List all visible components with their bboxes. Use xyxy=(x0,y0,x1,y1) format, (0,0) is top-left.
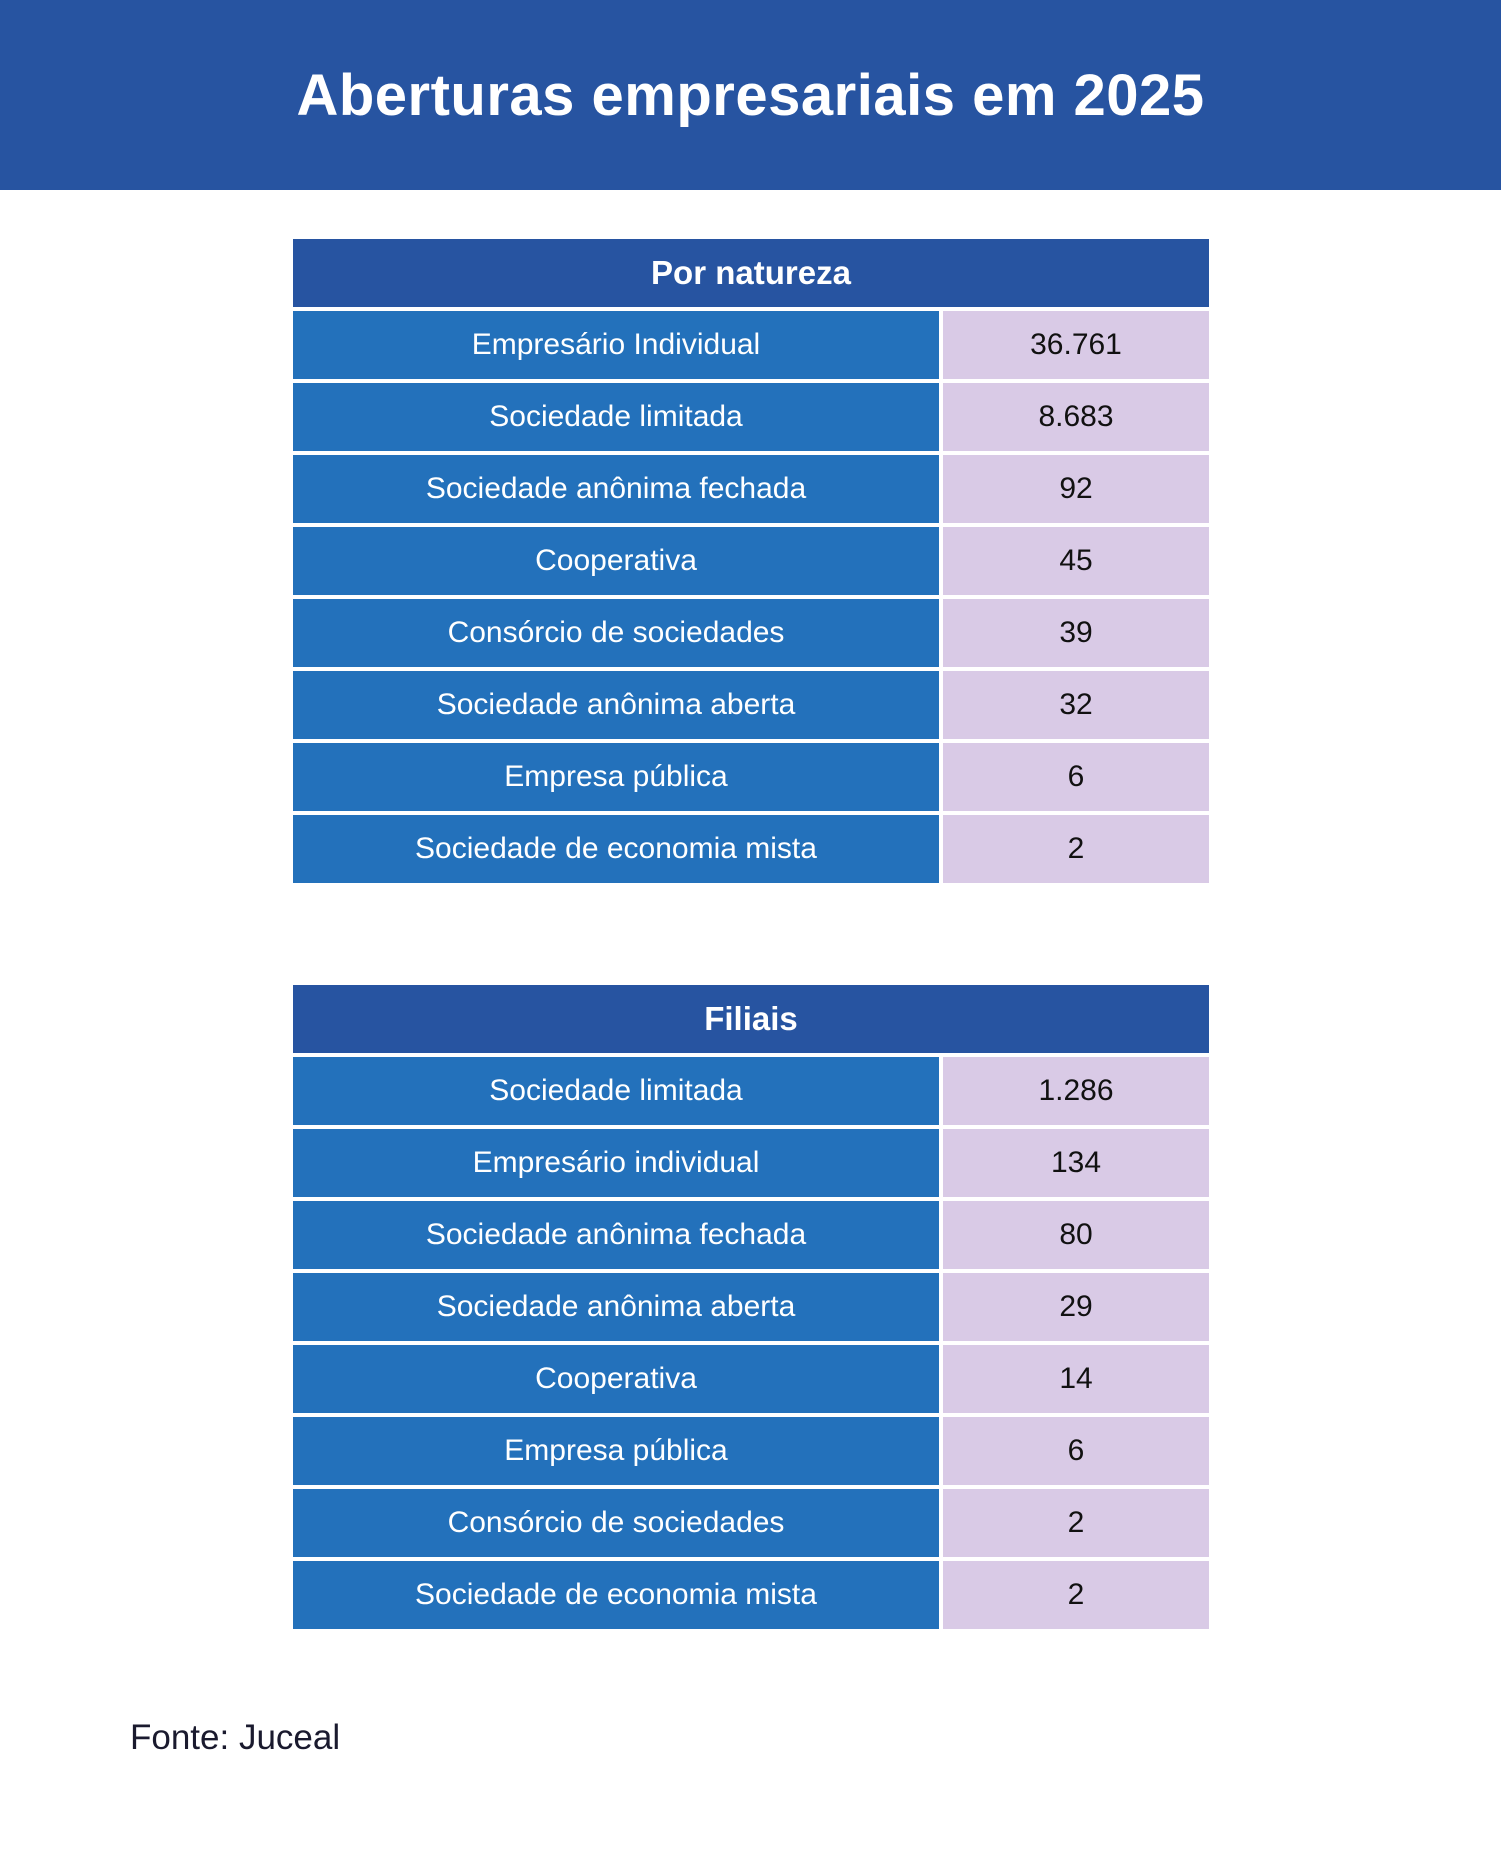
table-row: Sociedade de economia mista 2 xyxy=(293,1561,1209,1629)
table-header: Por natureza xyxy=(293,239,1209,307)
row-value: 32 xyxy=(943,671,1209,739)
row-label: Sociedade anônima aberta xyxy=(293,671,939,739)
row-value: 80 xyxy=(943,1201,1209,1269)
row-value: 14 xyxy=(943,1345,1209,1413)
row-value: 1.286 xyxy=(943,1057,1209,1125)
row-value: 6 xyxy=(943,743,1209,811)
row-value: 6 xyxy=(943,1417,1209,1485)
row-label: Sociedade anônima fechada xyxy=(293,455,939,523)
table-row: Empresa pública 6 xyxy=(293,1417,1209,1485)
table-row: Sociedade anônima aberta 32 xyxy=(293,671,1209,739)
row-value: 2 xyxy=(943,1489,1209,1557)
table-body: Empresário Individual 36.761 Sociedade lim… xyxy=(293,311,1209,883)
row-value: 92 xyxy=(943,455,1209,523)
table-filiais: Filiais Sociedade limitada 1.286 Empresári… xyxy=(293,985,1209,1629)
table-row: Sociedade de economia mista 2 xyxy=(293,815,1209,883)
row-value: 8.683 xyxy=(943,383,1209,451)
table-row: Sociedade limitada 1.286 xyxy=(293,1057,1209,1125)
row-label: Sociedade limitada xyxy=(293,383,939,451)
page-title: Aberturas empresariais em 2025 xyxy=(296,62,1205,128)
row-value: 45 xyxy=(943,527,1209,595)
row-label: Cooperativa xyxy=(293,1345,939,1413)
row-label: Sociedade limitada xyxy=(293,1057,939,1125)
row-value: 134 xyxy=(943,1129,1209,1197)
row-label: Empresa pública xyxy=(293,1417,939,1485)
row-value: 29 xyxy=(943,1273,1209,1341)
table-row: Consórcio de sociedades 2 xyxy=(293,1489,1209,1557)
table-body: Sociedade limitada 1.286 Empresário indivi… xyxy=(293,1057,1209,1629)
table-por-natureza: Por natureza Empresário Individual 36.761… xyxy=(293,239,1209,883)
table-row: Cooperativa 14 xyxy=(293,1345,1209,1413)
table-header: Filiais xyxy=(293,985,1209,1053)
row-label: Cooperativa xyxy=(293,527,939,595)
row-label: Empresário Individual xyxy=(293,311,939,379)
table-row: Sociedade anônima fechada 92 xyxy=(293,455,1209,523)
row-label: Empresário individual xyxy=(293,1129,939,1197)
table-row: Empresário Individual 36.761 xyxy=(293,311,1209,379)
row-value: 2 xyxy=(943,1561,1209,1629)
source-note: Fonte: Juceal xyxy=(130,1718,341,1757)
row-label: Empresa pública xyxy=(293,743,939,811)
row-value: 39 xyxy=(943,599,1209,667)
row-label: Consórcio de sociedades xyxy=(293,599,939,667)
row-label: Sociedade de economia mista xyxy=(293,1561,939,1629)
row-value: 2 xyxy=(943,815,1209,883)
row-label: Sociedade de economia mista xyxy=(293,815,939,883)
table-row: Empresa pública 6 xyxy=(293,743,1209,811)
row-label: Sociedade anônima fechada xyxy=(293,1201,939,1269)
table-row: Sociedade anônima aberta 29 xyxy=(293,1273,1209,1341)
table-row: Consórcio de sociedades 39 xyxy=(293,599,1209,667)
title-banner: Aberturas empresariais em 2025 xyxy=(0,0,1501,190)
table-row: Sociedade anônima fechada 80 xyxy=(293,1201,1209,1269)
row-label: Sociedade anônima aberta xyxy=(293,1273,939,1341)
row-label: Consórcio de sociedades xyxy=(293,1489,939,1557)
table-row: Sociedade limitada 8.683 xyxy=(293,383,1209,451)
table-row: Empresário individual 134 xyxy=(293,1129,1209,1197)
row-value: 36.761 xyxy=(943,311,1209,379)
table-row: Cooperativa 45 xyxy=(293,527,1209,595)
